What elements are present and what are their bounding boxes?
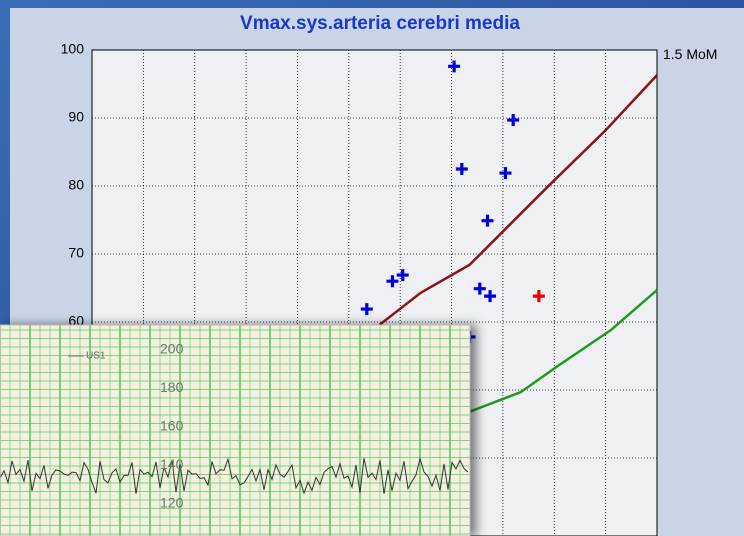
ctg-scale-label: 140 <box>160 456 184 472</box>
screenshot: Vmax.sys.arteria cerebri media 405060708… <box>0 0 744 536</box>
chart-title: Vmax.sys.arteria cerebri media <box>240 13 520 34</box>
ctg-scale-label: 160 <box>160 418 184 434</box>
ctg-scale-label: 200 <box>160 341 184 357</box>
ctg-scale-label: 120 <box>160 495 184 511</box>
y-tick-label: 70 <box>68 245 84 261</box>
ctg-scale-label: 180 <box>160 379 184 395</box>
y-tick-label: 100 <box>61 41 85 57</box>
y-tick-label: 80 <box>68 177 84 193</box>
curve-label: 1.5 MoM <box>663 46 717 62</box>
ctg-legend: US1 <box>86 351 106 362</box>
y-tick-label: 90 <box>68 109 84 125</box>
ctg-strip <box>0 325 470 536</box>
